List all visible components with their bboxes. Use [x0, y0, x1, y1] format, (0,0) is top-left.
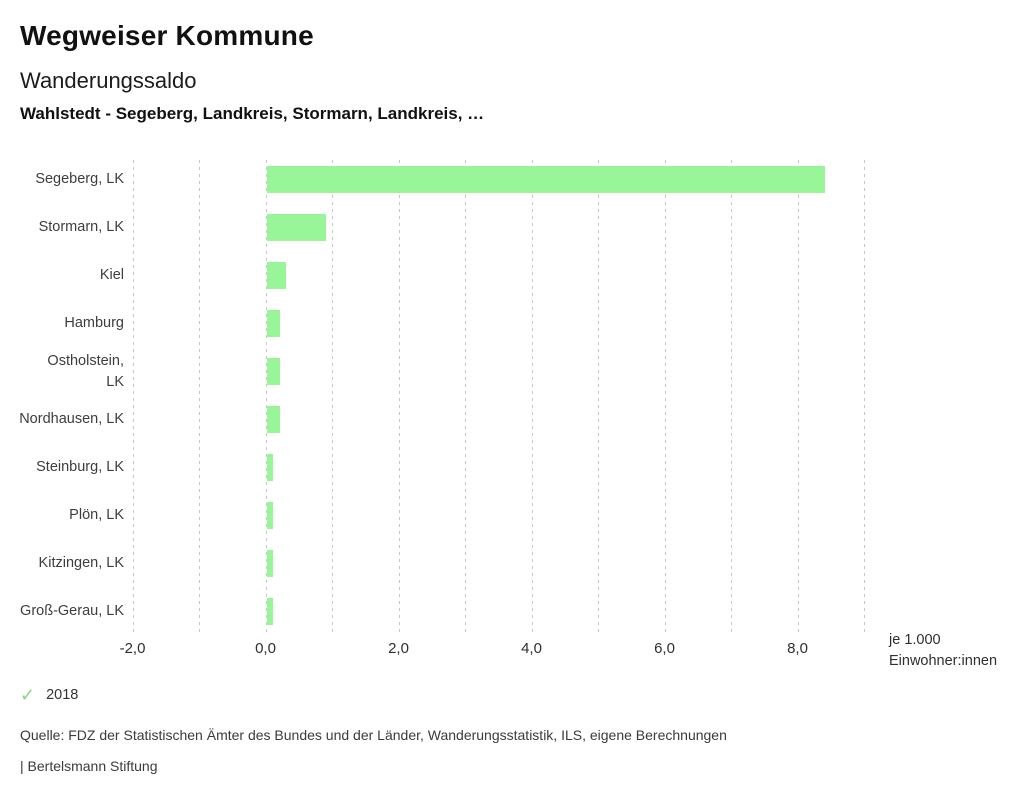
gridline: [531, 160, 533, 634]
attribution: | Bertelsmann Stiftung: [20, 758, 158, 774]
category-label: Stormarn, LK: [38, 219, 124, 235]
bar-segeberg-lk[interactable]: [266, 166, 826, 193]
gridline: [864, 160, 865, 634]
gridline: [598, 160, 599, 634]
category-label: Segeberg, LK: [35, 171, 124, 187]
page-title: Wegweiser Kommune: [20, 20, 314, 51]
bar-kiel[interactable]: [266, 262, 287, 289]
category-label: Hamburg: [64, 315, 124, 331]
category-label: Ostholstein, LK: [47, 352, 124, 390]
x-tick-label: 0,0: [255, 640, 276, 657]
selected-municipalities: Wahlstedt - Segeberg, Landkreis, Stormar…: [20, 104, 485, 123]
gridline: [132, 160, 134, 634]
source-note: Quelle: FDZ der Statistischen Ämter des …: [20, 727, 727, 743]
gridline: [332, 160, 333, 634]
bar-stormarn-lk[interactable]: [266, 214, 327, 241]
category-label: Kiel: [99, 267, 124, 283]
gridline: [465, 160, 466, 634]
bar-steinburg-lk[interactable]: [266, 454, 274, 481]
x-tick-label: -2,0: [119, 640, 146, 657]
category-label: Groß-Gerau, LK: [20, 603, 124, 619]
gridline: [265, 160, 267, 634]
x-axis-unit-line1: je 1.000: [889, 632, 941, 648]
category-label: Kitzingen, LK: [38, 555, 124, 571]
bar-kitzingen-lk[interactable]: [266, 550, 274, 577]
bar-plön-lk[interactable]: [266, 502, 274, 529]
gridline: [199, 160, 200, 634]
legend-year-label: 2018: [46, 687, 79, 703]
category-label: Nordhausen, LK: [19, 411, 124, 427]
check-icon: ✓: [20, 685, 36, 705]
category-label: Plön, LK: [69, 507, 124, 523]
x-tick-label: 8,0: [787, 640, 808, 657]
bar-nordhausen-lk[interactable]: [266, 406, 280, 433]
bar-ostholstein-lk[interactable]: [266, 358, 280, 385]
x-tick-label: 6,0: [654, 640, 675, 657]
bar-groß-gerau-lk[interactable]: [266, 598, 274, 625]
gridline: [664, 160, 666, 634]
indicator-title: Wanderungssaldo: [20, 68, 197, 93]
x-axis-unit-label: je 1.000 Einwohner:innen: [889, 630, 997, 672]
gridline: [731, 160, 732, 634]
x-axis-unit-line2: Einwohner:innen: [889, 653, 998, 669]
legend-item-2018[interactable]: ✓ 2018: [20, 686, 78, 704]
bar-hamburg[interactable]: [266, 310, 280, 337]
gridline: [797, 160, 799, 634]
gridline: [398, 160, 400, 634]
category-label: Steinburg, LK: [36, 459, 124, 475]
x-tick-label: 4,0: [521, 640, 542, 657]
x-tick-label: 2,0: [388, 640, 409, 657]
